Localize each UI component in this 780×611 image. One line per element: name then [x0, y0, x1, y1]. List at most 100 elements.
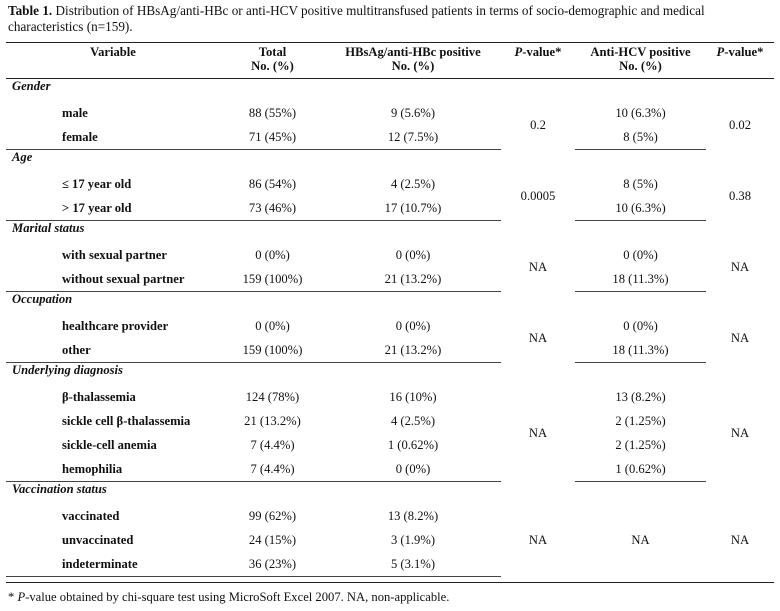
table-row: ≤ 17 year old 86 (54%) 4 (2.5%) 0.0005 8 (5%…	[6, 169, 774, 203]
cell-total: 0 (0%)	[255, 318, 290, 333]
cell-hbs: 5 (3.1%)	[325, 552, 501, 577]
footnote-star: *	[8, 590, 18, 604]
table-row: other 159 (100%) 21 (13.2%) 18 (11.3%)	[6, 338, 774, 363]
cell-hbs: 0 (0%)	[395, 318, 431, 333]
cell-total: 36 (23%)	[220, 552, 325, 577]
row-label: other	[6, 338, 220, 363]
cell-pvalue-hcv: NA	[730, 259, 750, 274]
section-row: Marital status	[6, 221, 774, 241]
header-hbs: HBsAg/anti-HBc positive No. (%)	[345, 45, 481, 73]
cell-total: 0 (0%)	[255, 247, 290, 262]
cell-hcv: 1 (0.62%)	[575, 457, 706, 482]
table-row: with sexual partner 0 (0%) 0 (0%) NA 0 (0%) N…	[6, 240, 774, 274]
cell-hcv: 2 (1.25%)	[615, 413, 666, 428]
row-label: with sexual partner	[62, 247, 167, 262]
cell-total: 73 (46%)	[220, 196, 325, 221]
caption-text: Distribution of HBsAg/anti-HBc or anti-H…	[8, 3, 705, 34]
cell-total: 7 (4.4%)	[250, 437, 295, 452]
cell-hcv: 13 (8.2%)	[615, 389, 666, 404]
cell-hbs: 1 (0.62%)	[387, 437, 439, 452]
table-row: indeterminate 36 (23%) 5 (3.1%)	[6, 552, 774, 577]
table-caption: Table 1. Distribution of HBsAg/anti-HBc …	[8, 3, 772, 35]
table-row: > 17 year old 73 (46%) 17 (10.7%) 10 (6.3%)	[6, 196, 774, 221]
cell-pvalue-hbs: NA	[528, 259, 548, 274]
cell-pvalue-hbs: NA	[528, 425, 548, 440]
row-label: sickle cell β-thalassemia	[62, 413, 191, 428]
cell-hbs: 17 (10.7%)	[325, 196, 501, 221]
cell-hcv: 8 (5%)	[575, 125, 706, 150]
cell-hbs: 12 (7.5%)	[325, 125, 501, 150]
table-row: hemophilia 7 (4.4%) 0 (0%) 1 (0.62%)	[6, 457, 774, 482]
table-header: Variable Total No. (%) HBsAg/anti-HBc pos…	[6, 42, 774, 79]
cell-total: 124 (78%)	[245, 389, 300, 404]
cell-total: 7 (4.4%)	[220, 457, 325, 482]
row-label: healthcare provider	[62, 318, 169, 333]
table-row: sickle cell β-thalassemia 21 (13.2%) 4 (2.…	[6, 409, 774, 433]
header-pvalue-hbs: P-value*	[514, 45, 562, 59]
row-label: vaccinated	[62, 508, 120, 523]
cell-hbs: 0 (0%)	[395, 247, 431, 262]
cell-total: 159 (100%)	[220, 338, 325, 363]
section-row: Gender	[6, 79, 774, 99]
section-row: Vaccination status	[6, 482, 774, 502]
section-title: Gender	[12, 79, 51, 93]
bottom-rule	[6, 582, 774, 583]
cell-total: 24 (15%)	[248, 532, 297, 547]
footnote-text: -value obtained by chi-square test using…	[25, 590, 450, 604]
caption-label: Table 1.	[8, 3, 53, 18]
cell-hcv: 18 (11.3%)	[575, 267, 706, 292]
table-footnote: * P-value obtained by chi-square test us…	[8, 590, 449, 605]
footnote-p: P	[17, 590, 26, 604]
row-label: β-thalassemia	[62, 389, 136, 404]
cell-pvalue-hcv: 0.02	[728, 117, 752, 132]
cell-hcv: 0 (0%)	[623, 318, 658, 333]
cell-pvalue-hcv: NA	[730, 532, 750, 547]
header-total: Total No. (%)	[251, 45, 294, 73]
section-row: Occupation	[6, 292, 774, 312]
header-variable: Variable	[90, 45, 136, 59]
cell-hbs: 9 (5.6%)	[390, 105, 436, 120]
section-title: Underlying diagnosis	[12, 363, 123, 377]
row-label: ≤ 17 year old	[62, 176, 132, 191]
row-label: sickle-cell anemia	[62, 437, 157, 452]
cell-pvalue-hbs: 0.2	[530, 117, 546, 132]
cell-total: 71 (45%)	[220, 125, 325, 150]
row-label: > 17 year old	[6, 196, 220, 221]
cell-total: 86 (54%)	[248, 176, 297, 191]
cell-total: 159 (100%)	[220, 267, 325, 292]
cell-hcv: 18 (11.3%)	[575, 338, 706, 363]
cell-pvalue-hcv: NA	[730, 425, 750, 440]
header-pvalue-hcv: P-value*	[716, 45, 764, 59]
table-row: healthcare provider 0 (0%) 0 (0%) NA 0 (0%) N…	[6, 311, 774, 345]
data-table-container: Variable Total No. (%) HBsAg/anti-HBc pos…	[6, 42, 774, 577]
cell-hcv: 0 (0%)	[623, 247, 658, 262]
cell-total: 99 (62%)	[248, 508, 297, 523]
cell-total: 21 (13.2%)	[244, 413, 301, 428]
row-label: male	[62, 105, 88, 120]
table-row: female 71 (45%) 12 (7.5%) 8 (5%)	[6, 125, 774, 150]
header-hcv: Anti-HCV positive No. (%)	[590, 45, 691, 73]
cell-hbs: 4 (2.5%)	[390, 176, 436, 191]
table-body: Gender male 88 (55%) 9 (5.6%) 0.2 10 (6.3%) 0.…	[6, 79, 774, 577]
table-row: sickle-cell anemia 7 (4.4%) 1 (0.62%) 2 (1.…	[6, 433, 774, 457]
section-title: Vaccination status	[12, 482, 107, 496]
cell-pvalue-hcv: 0.38	[728, 188, 752, 203]
table-row: without sexual partner 159 (100%) 21 (13.2…	[6, 267, 774, 292]
cell-hcv: 10 (6.3%)	[575, 196, 706, 221]
cell-pvalue-hbs: 0.0005	[520, 188, 556, 203]
cell-hcv: NA	[631, 532, 650, 547]
data-table: Variable Total No. (%) HBsAg/anti-HBc pos…	[6, 42, 774, 577]
row-label: without sexual partner	[6, 267, 220, 292]
table-row: β-thalassemia 124 (78%) 16 (10%) NA 13 (8.2%…	[6, 382, 774, 440]
table-row: male 88 (55%) 9 (5.6%) 0.2 10 (6.3%) 0.02	[6, 98, 774, 132]
row-label: hemophilia	[6, 457, 220, 482]
row-label: unvaccinated	[62, 532, 134, 547]
table-row: vaccinated 99 (62%) 13 (8.2%) NA NA NA	[6, 501, 774, 547]
cell-hbs: 0 (0%)	[325, 457, 501, 482]
section-title: Age	[12, 150, 33, 164]
cell-hcv: 10 (6.3%)	[615, 105, 666, 120]
cell-pvalue-hbs: NA	[528, 330, 548, 345]
row-label: female	[6, 125, 220, 150]
cell-hcv: 2 (1.25%)	[615, 437, 666, 452]
section-row: Underlying diagnosis	[6, 363, 774, 383]
